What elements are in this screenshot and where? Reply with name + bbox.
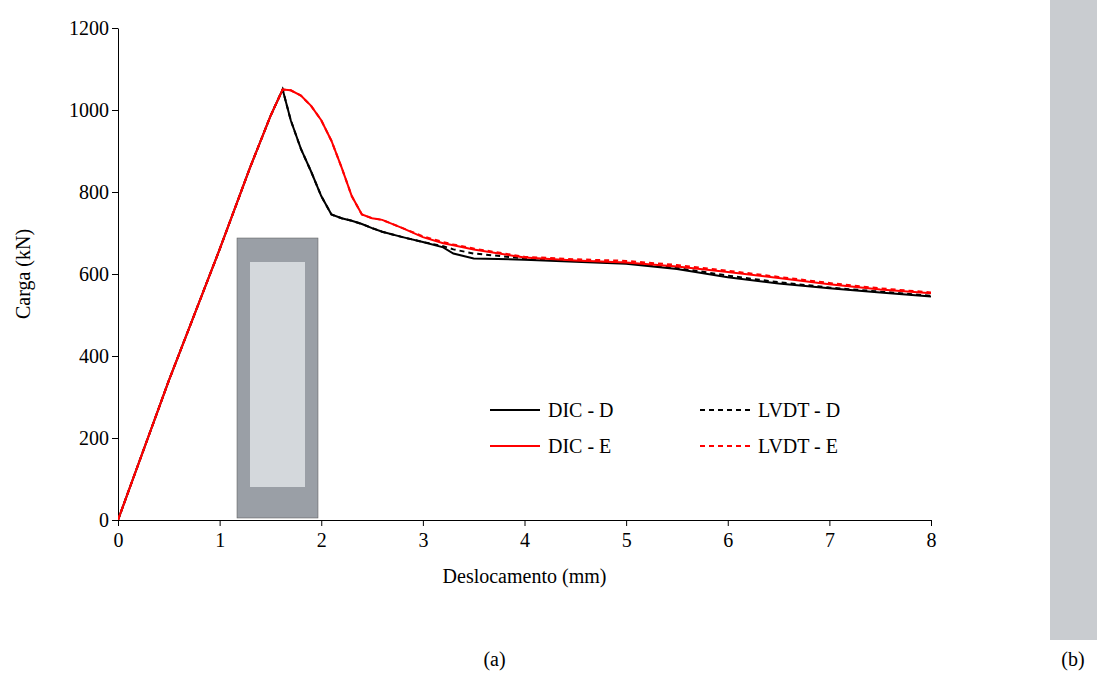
x-tick-mark <box>118 520 119 526</box>
x-tick-mark <box>321 520 322 526</box>
x-tick-label: 6 <box>723 529 733 551</box>
x-tick-label: 1 <box>215 529 225 551</box>
y-tick: 1200 <box>69 17 118 39</box>
y-tick-mark <box>112 274 118 275</box>
y-tick-label: 800 <box>79 181 109 203</box>
x-tick-label: 3 <box>418 529 428 551</box>
inset-specimen <box>250 262 305 487</box>
series-line <box>118 90 931 521</box>
x-tick-label: 2 <box>317 529 327 551</box>
x-tick-mark <box>220 520 221 526</box>
lines <box>118 90 931 521</box>
legend-swatch <box>490 409 540 411</box>
x-tick-label: 7 <box>825 529 835 551</box>
legend-label: LVDT - E <box>758 435 838 457</box>
x-tick-label: 0 <box>114 529 124 551</box>
x-tick-mark <box>525 520 526 526</box>
y-tick: 1000 <box>69 99 118 121</box>
y-tick-mark <box>112 28 118 29</box>
x-tick-label: 8 <box>927 529 937 551</box>
legend-label: LVDT - D <box>758 399 840 421</box>
x-tick-mark <box>626 520 627 526</box>
x-tick: 4 <box>520 520 530 551</box>
y-tick-label: 0 <box>99 509 109 531</box>
legend: DIC - D LVDT - D DIC - E LVDT - E <box>490 399 840 457</box>
y-tick: 400 <box>79 345 118 367</box>
y-tick-mark <box>112 438 118 439</box>
y-tick-mark <box>112 192 118 193</box>
y-tick-mark <box>112 520 118 521</box>
x-tick: 8 <box>927 520 937 551</box>
x-tick: 1 <box>215 520 225 551</box>
y-tick-mark <box>112 110 118 111</box>
legend-swatch <box>700 445 750 447</box>
x-tick-mark <box>423 520 424 526</box>
y-tick-label: 200 <box>79 427 109 449</box>
y-tick: 200 <box>79 427 118 449</box>
x-tick: 0 <box>114 520 124 551</box>
series-line <box>118 90 931 521</box>
x-tick: 2 <box>317 520 327 551</box>
y-tick-mark <box>112 356 118 357</box>
inset-photo <box>237 238 318 518</box>
series-line <box>118 90 931 521</box>
x-tick-label: 5 <box>622 529 632 551</box>
series-line <box>118 90 931 521</box>
x-tick-mark <box>931 520 932 526</box>
y-tick: 600 <box>79 263 118 285</box>
x-tick: 3 <box>418 520 428 551</box>
legend-label: DIC - E <box>548 435 611 457</box>
panel-label: (b) <box>1061 648 1084 671</box>
legend-swatch <box>700 409 750 411</box>
y-tick-label: 1200 <box>69 17 109 39</box>
y-tick-label: 1000 <box>69 99 109 121</box>
chart: 0 1 2 3 4 5 6 7 8 0 200 400 600 800 1000 1200 Deslocamen… <box>0 0 1097 680</box>
legend-label: DIC - D <box>548 399 614 421</box>
x-tick: 5 <box>622 520 632 551</box>
y-tick-label: 400 <box>79 345 109 367</box>
x-tick: 7 <box>825 520 835 551</box>
x-axis-title: Deslocamento (mm) <box>443 565 607 588</box>
legend-swatch <box>490 445 540 447</box>
x-tick-mark <box>728 520 729 526</box>
y-axis-title: Carga (kN) <box>12 229 35 319</box>
photo-b <box>1050 0 1097 640</box>
y-axis-line <box>118 29 119 521</box>
y-axis: 0 200 400 600 800 1000 1200 <box>69 17 119 531</box>
x-axis: 0 1 2 3 4 5 6 7 8 <box>114 520 937 551</box>
y-tick: 800 <box>79 181 118 203</box>
x-tick: 6 <box>723 520 733 551</box>
x-tick-mark <box>829 520 830 526</box>
y-tick: 0 <box>99 509 118 531</box>
panel-label: (a) <box>483 648 505 671</box>
x-tick-label: 4 <box>520 529 530 551</box>
y-tick-label: 600 <box>79 263 109 285</box>
